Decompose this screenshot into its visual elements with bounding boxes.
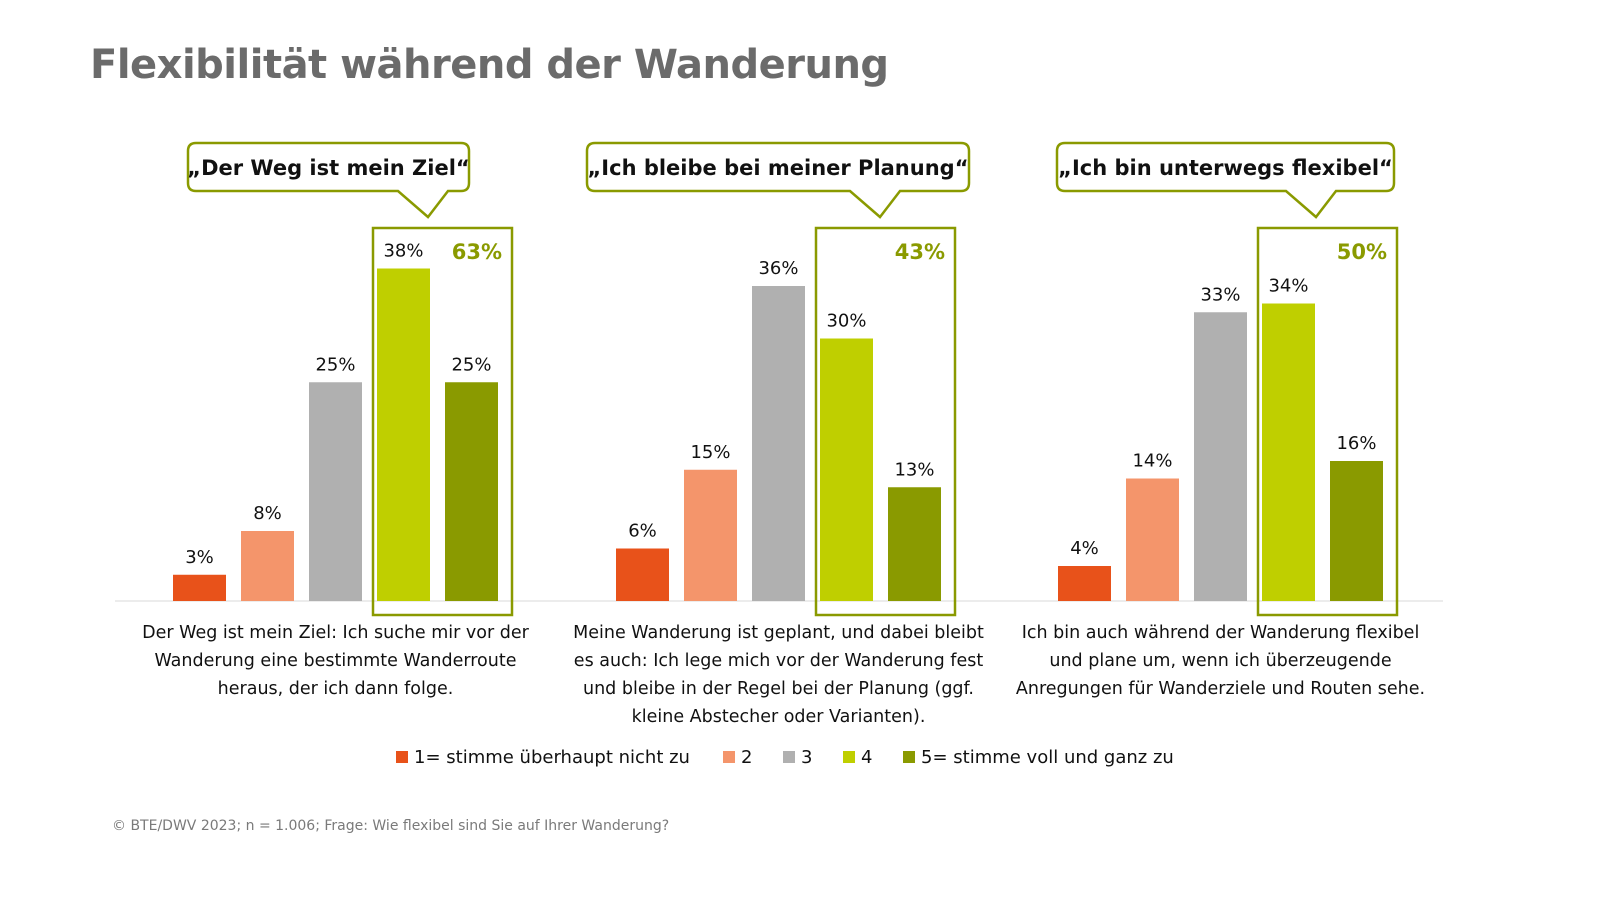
data-label: 16% [1336,433,1376,454]
data-label: 13% [894,459,934,480]
category-label: Der Weg ist mein Ziel: Ich suche mir vor… [142,623,529,643]
bar [1262,303,1315,601]
page-title: Flexibilität während der Wanderung [90,42,889,88]
legend-label: 1= stimme überhaupt nicht zu [414,747,690,768]
bar [377,268,430,601]
legend-label: 2 [741,747,752,768]
data-label: 34% [1268,276,1308,297]
bar [1330,461,1383,601]
legend-swatch [903,751,915,763]
source-note: © BTE/DWV 2023; n = 1.006; Frage: Wie fl… [112,818,670,834]
callout-bubble [186,141,471,219]
top2-highlight-box [1256,226,1399,617]
top2-label: 43% [895,240,945,264]
bar [445,382,498,601]
legend-label: 4 [861,747,872,768]
legend-swatch [396,751,408,763]
category-label: Meine Wanderung ist geplant, und dabei b… [573,623,984,643]
top2-label: 50% [1337,240,1387,264]
legend-label: 3 [801,747,812,768]
callout-bubble [585,141,971,219]
data-label: 25% [315,354,355,375]
top2-highlight-box [371,226,514,617]
legend-swatch [843,751,855,763]
data-label: 6% [628,521,657,542]
bar [1126,478,1179,601]
data-label: 33% [1200,284,1240,305]
data-label: 25% [451,354,491,375]
data-label: 4% [1070,538,1099,559]
bar [241,531,294,601]
category-label: es auch: Ich lege mich vor der Wanderung… [574,651,984,671]
data-label: 38% [383,241,423,262]
category-label: Anregungen für Wanderziele und Routen se… [1016,679,1425,699]
bar [684,469,737,601]
legend-swatch [783,751,795,763]
data-label: 14% [1132,451,1172,472]
bar [1194,312,1247,601]
callout-text: „Ich bin unterwegs flexibel“ [1058,156,1393,180]
category-label: und plane um, wenn ich überzeugende [1049,651,1391,671]
category-label: Ich bin auch während der Wanderung flexi… [1022,623,1420,643]
category-label: heraus, der ich dann folge. [218,679,454,699]
top2-highlight-box [814,226,957,617]
bar [1058,566,1111,601]
data-label: 30% [826,311,866,332]
bar [752,286,805,601]
top2-label: 63% [452,240,502,264]
bar [173,574,226,601]
data-label: 15% [690,442,730,463]
data-label: 3% [185,547,214,568]
data-label: 36% [758,258,798,279]
bar [820,338,873,601]
legend-label: 5= stimme voll und ganz zu [921,747,1174,768]
legend-swatch [723,751,735,763]
bar [888,487,941,601]
category-label: kleine Abstecher oder Varianten). [632,707,926,727]
callout-text: „Der Weg ist mein Ziel“ [187,156,469,180]
data-label: 8% [253,503,282,524]
category-label: und bleibe in der Regel bei der Planung … [583,679,974,699]
callout-text: „Ich bleibe bei meiner Planung“ [588,156,969,180]
bar [616,548,669,601]
category-label: Wanderung eine bestimmte Wanderroute [155,651,517,671]
callout-bubble [1055,141,1396,219]
bar [309,382,362,601]
